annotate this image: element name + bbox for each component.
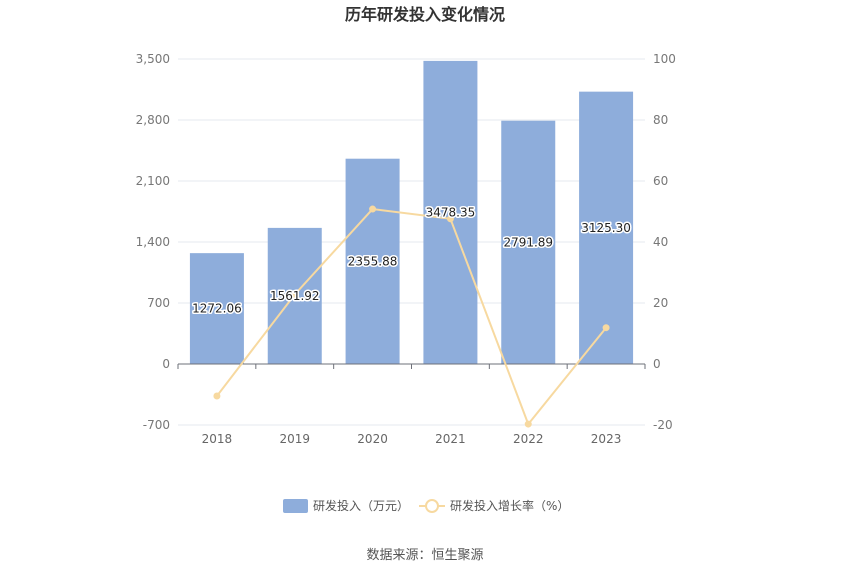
source-note: 数据来源：恒生聚源	[366, 548, 483, 563]
chart-title: 历年研发投入变化情况	[345, 5, 505, 24]
data-labels: 1272.06 1561.92 2355.88 3478.35 2791.89 3125.…	[191, 204, 633, 317]
left-tick-label: 3,500	[136, 52, 170, 66]
x-tick-label: 2022	[513, 432, 544, 446]
bar-value-label: 2791.89	[503, 235, 553, 249]
line-point[interactable]	[369, 205, 377, 213]
legend-line-marker	[425, 499, 439, 513]
left-tick-label: 2,800	[136, 113, 170, 127]
right-tick-label: 20	[653, 296, 668, 310]
legend-bar-swatch	[283, 499, 308, 513]
x-axis-ticks: 2018 2019 2020 2021 2022 2023	[202, 432, 622, 446]
legend-line-label: 研发投入增长率（%）	[450, 498, 569, 513]
left-axis-ticks: -700 0 700 1,400 2,100 2,800 3,500	[136, 52, 170, 432]
right-tick-label: 60	[653, 174, 668, 188]
bar[interactable]	[345, 158, 400, 364]
grid-lines	[178, 58, 645, 426]
right-tick-label: 80	[653, 113, 668, 127]
x-tick-label: 2023	[591, 432, 622, 446]
line-series	[213, 205, 610, 428]
bar[interactable]	[579, 91, 634, 364]
legend-item-bar[interactable]: 研发投入（万元）	[283, 498, 409, 513]
bar-series	[189, 60, 634, 364]
x-axis	[177, 363, 646, 369]
right-tick-label: 0	[653, 357, 661, 371]
right-tick-label: 100	[653, 52, 676, 66]
bar[interactable]	[189, 253, 244, 364]
x-tick-label: 2019	[279, 432, 310, 446]
line-point[interactable]	[213, 392, 221, 400]
right-axis-ticks: -20 0 20 40 60 80 100	[653, 52, 676, 432]
x-tick-label: 2020	[357, 432, 388, 446]
right-tick-label: 40	[653, 235, 668, 249]
left-tick-label: 700	[147, 296, 170, 310]
x-tick-label: 2021	[435, 432, 466, 446]
legend-bar-label: 研发投入（万元）	[313, 498, 409, 513]
bar-value-label: 1561.92	[270, 289, 320, 303]
left-tick-label: -700	[143, 418, 170, 432]
legend[interactable]: 研发投入（万元） 研发投入增长率（%）	[283, 498, 569, 513]
legend-item-line[interactable]: 研发投入增长率（%）	[419, 498, 569, 513]
growth-line	[216, 208, 607, 427]
bar-value-label: 1272.06	[192, 302, 242, 316]
left-tick-label: 0	[162, 357, 170, 371]
bar-value-label: 2355.88	[348, 254, 398, 268]
line-point[interactable]	[524, 420, 532, 428]
bar[interactable]	[501, 120, 556, 364]
bar-value-label: 3478.35	[426, 205, 476, 219]
line-point[interactable]	[602, 324, 610, 332]
left-tick-label: 2,100	[136, 174, 170, 188]
line-point[interactable]	[291, 290, 299, 298]
line-point[interactable]	[446, 215, 454, 223]
right-tick-label: -20	[653, 418, 673, 432]
bar-value-label: 3125.30	[581, 221, 631, 235]
bar[interactable]	[423, 60, 478, 364]
x-tick-label: 2018	[202, 432, 233, 446]
left-tick-label: 1,400	[136, 235, 170, 249]
